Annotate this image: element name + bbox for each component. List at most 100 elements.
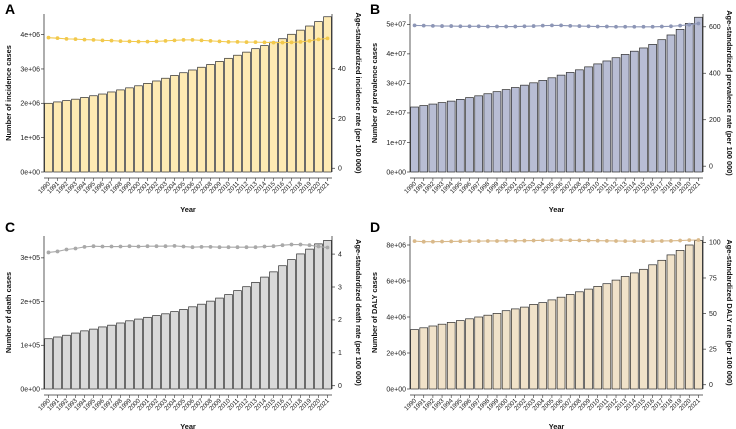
bar-2021 (323, 240, 332, 390)
y-tick-label: 6e+06 (386, 278, 406, 285)
bar-2020 (684, 23, 694, 173)
bar-1990 (410, 106, 419, 173)
bar-2005 (547, 299, 557, 390)
rate-point-2015 (271, 40, 276, 45)
rate-point-2018 (298, 39, 303, 44)
rate-point-2004 (172, 38, 177, 43)
bar-2012 (242, 51, 251, 173)
rate-point-2000 (504, 24, 509, 29)
bar-2014 (630, 50, 639, 173)
rate-point-2006 (190, 245, 195, 250)
y-tick-label: 3e+06 (20, 66, 40, 73)
rate-point-1991 (421, 23, 426, 28)
rate-point-2001 (513, 238, 518, 243)
y2-axis-title: Age-standardized incidence rate (per 100… (354, 12, 363, 174)
rate-point-2013 (623, 24, 628, 29)
y2-tick-label: 0 (709, 163, 713, 170)
rate-point-2014 (262, 244, 267, 249)
rate-point-2006 (559, 238, 563, 243)
bar-1994 (80, 97, 89, 173)
rate-point-1990 (412, 23, 417, 28)
rate-point-2010 (226, 245, 231, 250)
rate-point-2015 (271, 244, 276, 249)
rate-point-2017 (289, 40, 294, 45)
x-axis-title: Year (180, 422, 196, 429)
rate-point-1998 (485, 239, 490, 243)
bar-2005 (179, 309, 188, 390)
x-axis-title: Year (549, 422, 565, 429)
y2-tick-label: 2 (338, 317, 342, 324)
rate-point-2007 (568, 238, 573, 243)
y2-tick-label: 0 (338, 383, 342, 390)
bar-2013 (251, 48, 260, 173)
rate-point-2011 (604, 24, 609, 29)
rate-point-2009 (217, 39, 222, 44)
bar-2017 (287, 259, 296, 390)
bar-2001 (143, 316, 152, 390)
bar-1995 (89, 328, 98, 390)
rate-point-2019 (678, 238, 683, 243)
y-tick-label: 1e+05 (20, 343, 40, 350)
bar-2015 (639, 47, 648, 173)
rate-point-1995 (91, 244, 96, 249)
y-tick-label: 8e+06 (386, 242, 406, 249)
rate-point-1998 (118, 244, 123, 249)
bar-2019 (675, 250, 685, 390)
y-tick-label: 0e+00 (20, 169, 40, 176)
rate-point-1994 (449, 239, 454, 244)
rate-point-2013 (253, 40, 258, 45)
bar-2015 (639, 268, 648, 390)
bar-1995 (456, 98, 465, 173)
rate-point-2012 (244, 40, 249, 45)
bar-2004 (170, 311, 179, 390)
bar-2002 (152, 315, 161, 390)
bar-2020 (684, 244, 694, 390)
bar-1994 (80, 330, 89, 390)
rate-point-1996 (100, 38, 105, 43)
bar-1995 (456, 320, 465, 390)
bar-1999 (125, 320, 134, 390)
bar-2009 (584, 288, 593, 390)
panel-c: C0e+001e+052e+053e+050123419901991199219… (4, 219, 363, 429)
bar-1995 (89, 95, 98, 173)
bar-2008 (575, 69, 584, 173)
rate-point-2008 (208, 244, 213, 249)
rate-point-2004 (540, 238, 545, 243)
rate-point-2001 (145, 39, 150, 44)
y-tick-label: 4e+06 (20, 32, 40, 39)
rate-point-2014 (632, 24, 637, 29)
bar-2004 (538, 302, 548, 390)
bar-2008 (206, 64, 215, 173)
rate-point-1991 (421, 239, 426, 244)
rate-point-2021 (325, 36, 330, 41)
rate-point-1993 (440, 24, 444, 28)
bar-2007 (197, 303, 206, 390)
bar-1998 (116, 322, 125, 390)
rate-point-2002 (154, 244, 159, 249)
y-axis-title: Number of DALY cases (370, 272, 379, 353)
bar-1996 (98, 326, 107, 390)
rate-point-1992 (430, 239, 435, 244)
rate-point-2007 (199, 38, 204, 43)
rate-point-2020 (316, 37, 321, 42)
bar-2000 (134, 85, 143, 173)
rate-point-1994 (449, 24, 454, 28)
bar-2003 (529, 304, 538, 390)
bar-2000 (501, 310, 511, 390)
rate-point-1996 (467, 239, 472, 244)
bar-1997 (474, 316, 483, 390)
bar-1992 (62, 334, 71, 390)
bar-2008 (575, 291, 584, 390)
y-tick-label: 3e+07 (386, 81, 406, 88)
rate-point-2019 (678, 23, 683, 28)
rate-point-1995 (91, 37, 96, 42)
rate-point-2004 (540, 23, 545, 28)
rate-point-1991 (55, 36, 60, 41)
bar-2012 (242, 286, 251, 390)
bar-2016 (648, 44, 657, 173)
bar-2006 (188, 69, 197, 173)
bar-2011 (602, 283, 612, 390)
bar-2011 (602, 60, 612, 173)
bar-2018 (666, 254, 676, 390)
